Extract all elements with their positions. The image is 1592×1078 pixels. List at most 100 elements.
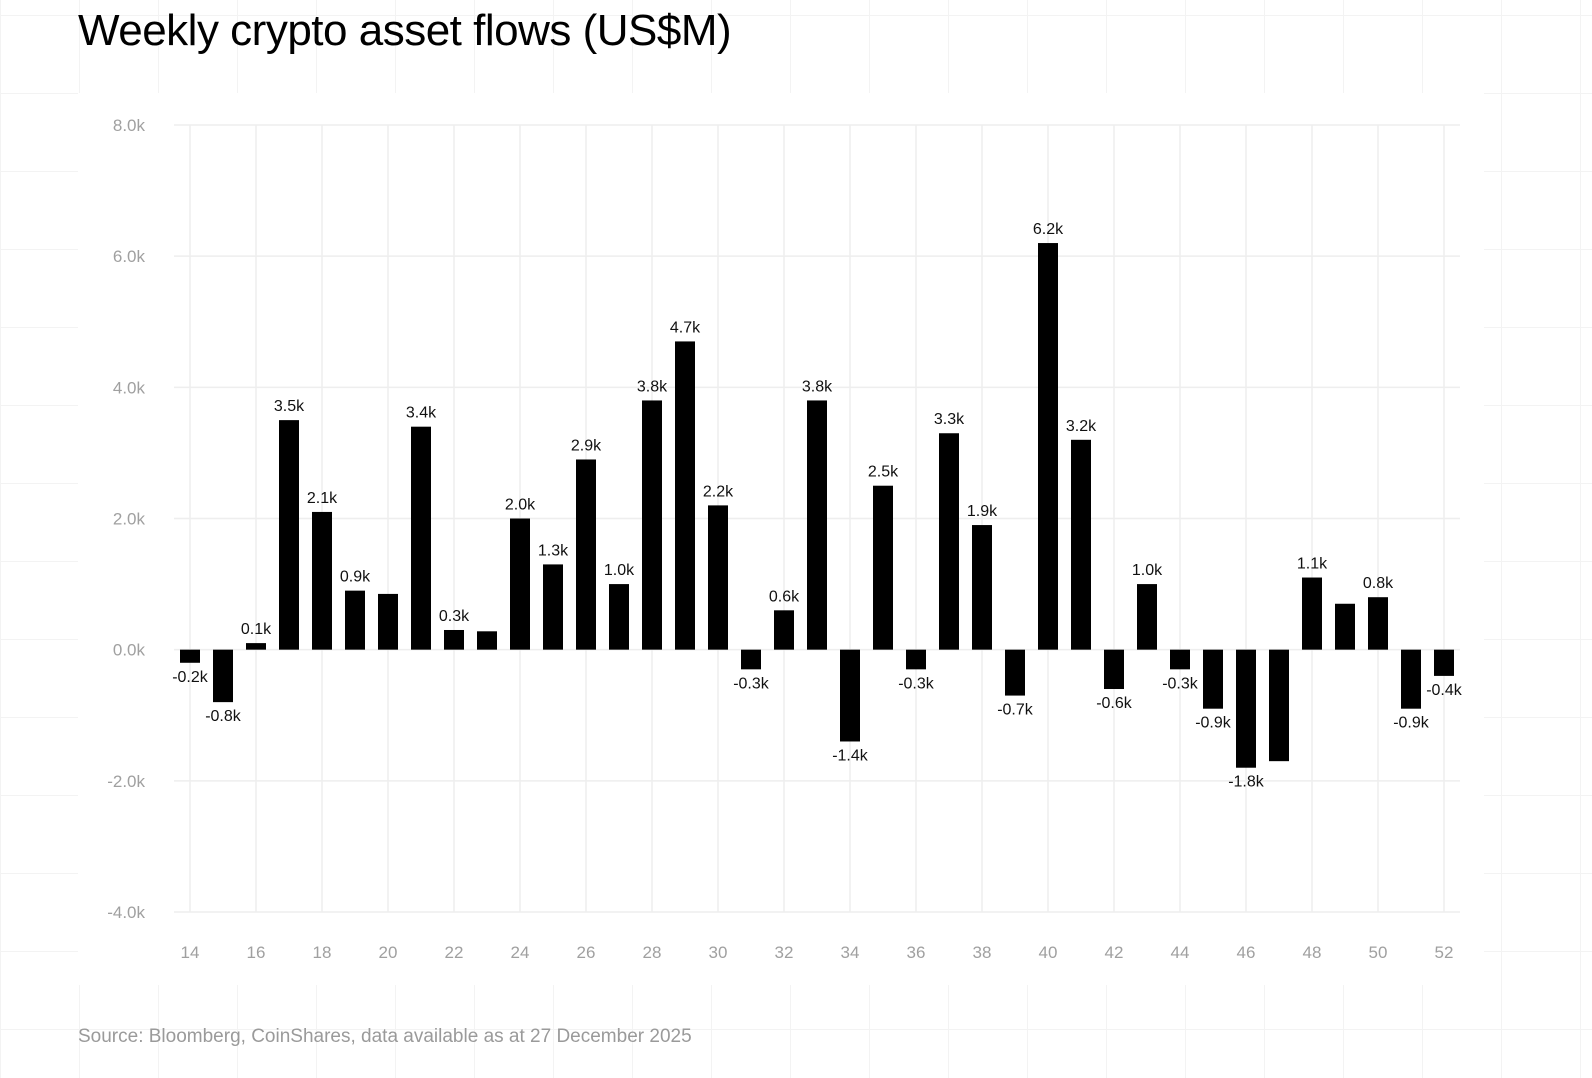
- data-label: -0.9k: [1393, 715, 1430, 732]
- x-tick-label: 32: [775, 943, 794, 962]
- x-tick-label: 36: [907, 943, 926, 962]
- bar-week-43: [1137, 584, 1157, 650]
- data-label: 3.2k: [1066, 418, 1097, 435]
- x-tick-label: 30: [709, 943, 728, 962]
- y-tick-label: -4.0k: [107, 903, 145, 922]
- data-label: 4.7k: [670, 319, 701, 336]
- bar-week-27: [609, 584, 629, 650]
- bar-week-17: [279, 420, 299, 650]
- data-label: 2.2k: [703, 483, 734, 500]
- data-label: -0.3k: [898, 675, 935, 692]
- data-label: 0.1k: [241, 621, 272, 638]
- bar-week-23: [477, 631, 497, 650]
- bar-week-46: [1236, 649, 1256, 768]
- data-label: -0.3k: [733, 675, 770, 692]
- bar-week-40: [1038, 243, 1058, 650]
- data-label: 2.1k: [307, 490, 338, 507]
- x-tick-label: 14: [181, 943, 200, 962]
- data-label: 3.8k: [802, 378, 833, 395]
- x-tick-label: 48: [1303, 943, 1322, 962]
- bar-week-48: [1302, 577, 1322, 650]
- x-tick-label: 18: [313, 943, 332, 962]
- bar-week-18: [312, 511, 332, 650]
- y-tick-label: -2.0k: [107, 772, 145, 791]
- x-tick-label: 34: [841, 943, 860, 962]
- bar-week-21: [411, 426, 431, 650]
- data-label: 1.0k: [604, 562, 635, 579]
- bar-week-15: [213, 649, 233, 703]
- bar-week-20: [378, 593, 398, 650]
- y-tick-label: 2.0k: [113, 510, 146, 529]
- bar-week-51: [1401, 649, 1421, 709]
- data-label: -0.6k: [1096, 695, 1133, 712]
- data-label: 2.0k: [505, 497, 536, 514]
- data-label: 0.6k: [769, 588, 800, 605]
- data-label: -0.9k: [1195, 715, 1232, 732]
- bar-week-26: [576, 459, 596, 650]
- x-tick-label: 52: [1435, 943, 1454, 962]
- bar-week-36: [906, 649, 926, 670]
- y-tick-label: 8.0k: [113, 116, 146, 135]
- bar-week-44: [1170, 649, 1190, 670]
- chart-title: Weekly crypto asset flows (US$M): [78, 6, 732, 55]
- data-label: -1.8k: [1228, 774, 1265, 791]
- x-tick-label: 22: [445, 943, 464, 962]
- x-tick-label: 24: [511, 943, 530, 962]
- bar-week-29: [675, 341, 695, 650]
- bar-week-19: [345, 590, 365, 650]
- data-label: 3.4k: [406, 405, 437, 422]
- bar-week-35: [873, 485, 893, 650]
- data-label: 0.3k: [439, 608, 470, 625]
- data-label: -1.4k: [832, 747, 869, 764]
- y-tick-label: 4.0k: [113, 378, 146, 397]
- x-tick-label: 40: [1039, 943, 1058, 962]
- bar-week-37: [939, 433, 959, 650]
- data-label: 1.3k: [538, 542, 569, 559]
- x-tick-label: 38: [973, 943, 992, 962]
- bar-week-14: [180, 649, 200, 663]
- bar-week-24: [510, 518, 530, 650]
- data-label: 3.8k: [637, 378, 668, 395]
- data-label: 1.9k: [967, 503, 998, 520]
- y-tick-label: 0.0k: [113, 641, 146, 660]
- bar-week-52: [1434, 649, 1454, 676]
- data-label: 2.5k: [868, 464, 899, 481]
- source-note: Source: Bloomberg, CoinShares, data avai…: [78, 1026, 692, 1047]
- data-label: -0.8k: [205, 708, 242, 725]
- bar-week-50: [1368, 597, 1388, 650]
- bar-week-31: [741, 649, 761, 670]
- bar-week-38: [972, 525, 992, 650]
- data-label: -0.2k: [172, 669, 209, 686]
- data-label: 1.0k: [1132, 562, 1163, 579]
- y-tick-label: 6.0k: [113, 247, 146, 266]
- data-label: 0.8k: [1363, 575, 1394, 592]
- x-tick-label: 50: [1369, 943, 1388, 962]
- data-label: -0.4k: [1426, 682, 1463, 699]
- bar-week-42: [1104, 649, 1124, 690]
- x-tick-label: 20: [379, 943, 398, 962]
- data-label: 0.9k: [340, 569, 371, 586]
- bar-week-49: [1335, 603, 1355, 650]
- x-tick-label: 28: [643, 943, 662, 962]
- bar-week-39: [1005, 649, 1025, 696]
- data-label: 1.1k: [1297, 556, 1328, 573]
- x-tick-label: 46: [1237, 943, 1256, 962]
- bar-week-47: [1269, 649, 1289, 762]
- bar-week-33: [807, 400, 827, 650]
- data-label: 2.9k: [571, 437, 602, 454]
- data-label: -0.3k: [1162, 675, 1199, 692]
- x-tick-label: 16: [247, 943, 266, 962]
- bar-week-30: [708, 505, 728, 650]
- bar-week-32: [774, 610, 794, 650]
- bar-week-45: [1203, 649, 1223, 709]
- x-tick-label: 44: [1171, 943, 1190, 962]
- x-tick-label: 42: [1105, 943, 1124, 962]
- bar-week-22: [444, 629, 464, 650]
- bar-week-41: [1071, 439, 1091, 650]
- data-label: 3.5k: [274, 398, 305, 415]
- bar-week-34: [840, 649, 860, 742]
- bar-week-25: [543, 564, 563, 650]
- data-label: -0.7k: [997, 702, 1034, 719]
- bar-week-28: [642, 400, 662, 650]
